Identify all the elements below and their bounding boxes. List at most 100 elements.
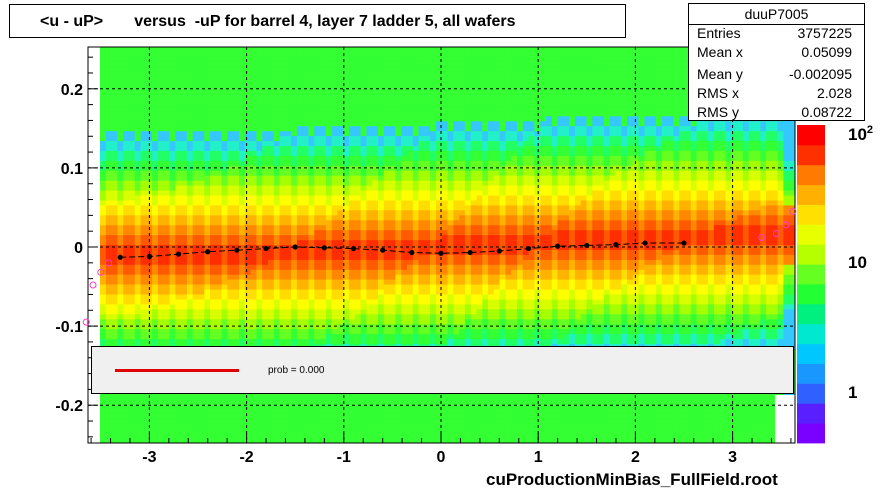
heatmap-cell	[140, 423, 147, 429]
heatmap-cell	[459, 56, 466, 63]
heatmap-cell	[140, 314, 147, 320]
heatmap-cell	[175, 309, 182, 315]
heatmap-cell	[152, 71, 159, 78]
heatmap-cell	[395, 185, 402, 191]
heatmap-cell	[169, 180, 176, 186]
heatmap-cell	[464, 150, 471, 157]
heatmap-cell	[100, 438, 107, 444]
heatmap-cell	[157, 294, 164, 300]
heatmap-cell	[117, 66, 124, 73]
heatmap-cell	[250, 289, 257, 295]
heatmap-cell	[372, 66, 379, 73]
heatmap-cell	[117, 398, 124, 404]
heatmap-cell	[499, 220, 506, 226]
heatmap-cell	[250, 52, 257, 58]
heatmap-cell	[401, 230, 408, 236]
heatmap-cell	[441, 136, 448, 142]
heatmap-cell	[273, 433, 280, 439]
heatmap-cell	[256, 284, 263, 290]
heatmap-cell	[146, 269, 153, 276]
heatmap-cell	[256, 324, 263, 330]
heatmap-cell	[239, 205, 246, 211]
heatmap-cell	[383, 126, 390, 132]
heatmap-cell	[157, 245, 164, 251]
heatmap-cell	[464, 423, 471, 429]
heatmap-cell	[163, 190, 170, 196]
heatmap-cell	[210, 190, 217, 196]
heatmap-cell	[198, 180, 205, 186]
heatmap-cell	[337, 254, 344, 261]
heatmap-cell	[111, 433, 118, 439]
heatmap-cell	[412, 76, 419, 82]
heatmap-cell	[378, 175, 385, 181]
heatmap-cell	[343, 141, 350, 147]
heatmap-cell	[181, 393, 188, 399]
heatmap-cell	[366, 418, 373, 424]
heatmap-cell	[470, 423, 477, 429]
heatmap-cell	[331, 225, 338, 231]
heatmap-cell	[198, 146, 205, 152]
heatmap-cell	[134, 106, 141, 112]
heatmap-cell	[435, 136, 442, 142]
heatmap-cell	[366, 56, 373, 63]
heatmap-cell	[291, 428, 298, 434]
heatmap-cell	[268, 259, 275, 266]
heatmap-cell	[239, 393, 246, 399]
heatmap-cell	[123, 408, 130, 414]
heatmap-cell	[279, 225, 286, 231]
heatmap-cell	[349, 150, 356, 157]
heatmap-cell	[250, 71, 257, 78]
heatmap-cell	[256, 106, 263, 112]
heatmap-cell	[424, 111, 431, 117]
heatmap-cell	[181, 339, 188, 345]
heatmap-cell	[476, 205, 483, 211]
heatmap-cell	[308, 131, 315, 137]
heatmap-cell	[285, 61, 292, 68]
heatmap-cell	[198, 309, 205, 315]
heatmap-cell	[111, 170, 118, 177]
heatmap-cell	[175, 334, 182, 340]
heatmap-cell	[337, 418, 344, 424]
heatmap-cell	[360, 294, 367, 300]
heatmap-cell	[100, 71, 107, 78]
heatmap-cell	[181, 126, 188, 132]
heatmap-cell	[302, 329, 309, 335]
heatmap-cell	[482, 76, 489, 82]
heatmap-cell	[354, 418, 361, 424]
heatmap-cell	[314, 170, 321, 177]
heatmap-cell	[152, 91, 159, 97]
heatmap-cell	[354, 52, 361, 58]
heatmap-cell	[453, 76, 460, 82]
heatmap-cell	[360, 210, 367, 216]
heatmap-cell	[279, 230, 286, 236]
heatmap-cell	[395, 175, 402, 181]
heatmap-cell	[459, 423, 466, 429]
heatmap-cell	[152, 284, 159, 290]
heatmap-cell	[418, 190, 425, 196]
heatmap-cell	[308, 259, 315, 266]
heatmap-cell	[233, 438, 240, 444]
heatmap-cell	[435, 170, 442, 177]
heatmap-cell	[499, 155, 506, 162]
heatmap-cell	[389, 274, 396, 280]
heatmap-cell	[233, 160, 240, 167]
heatmap-cell	[407, 220, 414, 226]
heatmap-cell	[430, 309, 437, 315]
heatmap-cell	[100, 165, 107, 172]
heatmap-cell	[140, 131, 147, 137]
heatmap-cell	[331, 254, 338, 261]
heatmap-cell	[499, 319, 506, 325]
heatmap-cell	[105, 215, 112, 221]
heatmap-cell	[169, 165, 176, 172]
heatmap-cell	[493, 116, 500, 122]
heatmap-cell	[296, 210, 303, 216]
heatmap-cell	[412, 279, 419, 285]
heatmap-cell	[383, 106, 390, 112]
heatmap-cell	[401, 245, 408, 251]
heatmap-cell	[140, 438, 147, 444]
heatmap-cell	[418, 309, 425, 315]
heatmap-cell	[343, 334, 350, 340]
heatmap-cell	[146, 408, 153, 414]
heatmap-cell	[441, 314, 448, 320]
heatmap-cell	[447, 309, 454, 315]
